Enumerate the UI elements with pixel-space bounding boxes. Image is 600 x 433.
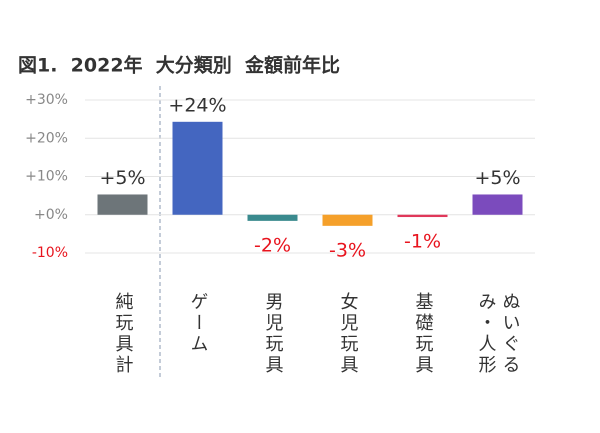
value-label: +5% xyxy=(474,167,520,189)
x-tick-label: 基礎玩具 xyxy=(412,292,434,376)
y-tick-label: +30% xyxy=(25,92,68,108)
bar xyxy=(472,194,523,215)
y-tick-label: +0% xyxy=(34,207,68,223)
y-tick-label: +10% xyxy=(25,169,68,185)
y-tick-label: +20% xyxy=(25,130,68,146)
x-tick-label: ぬいぐるみ・人形 xyxy=(475,292,521,376)
x-tick-label: 女児玩具 xyxy=(337,292,359,376)
x-tick-label: 純玩具計 xyxy=(112,292,134,376)
bar xyxy=(172,121,223,215)
value-label: -1% xyxy=(404,231,441,253)
x-tick-label: 男児玩具 xyxy=(262,292,284,376)
bar xyxy=(247,214,298,221)
value-label: +24% xyxy=(168,94,226,116)
chart-title: 図1. 2022年 大分類別 金額前年比 xyxy=(18,54,340,77)
bar xyxy=(397,214,448,218)
value-label: +5% xyxy=(99,167,145,189)
value-label: -2% xyxy=(254,234,291,256)
y-tick-label: -10% xyxy=(32,245,68,261)
x-tick-label: ゲーム xyxy=(187,292,209,355)
bar xyxy=(97,194,148,215)
bar xyxy=(322,214,373,226)
value-label: -3% xyxy=(329,239,366,261)
